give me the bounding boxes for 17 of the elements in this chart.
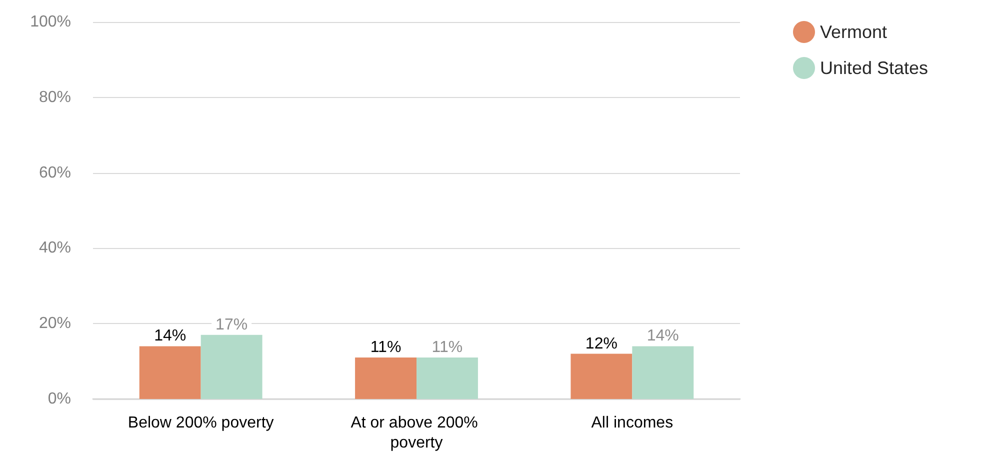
legend-label: United States: [820, 58, 928, 78]
y-tick-label: 40%: [38, 240, 71, 257]
x-tick-label: Below 200% poverty: [128, 414, 274, 432]
data-label: 17%: [216, 316, 248, 334]
y-tick-label: 60%: [38, 164, 71, 182]
data-label: 12%: [585, 335, 618, 352]
y-tick-label: 80%: [38, 88, 71, 106]
y-tick-label: 100%: [30, 14, 71, 30]
data-label: 11%: [370, 339, 402, 356]
legend-label: Vermont: [820, 22, 888, 42]
data-label: 14%: [154, 328, 186, 345]
y-tick-label: 0%: [48, 390, 71, 408]
x-tick-label: At or above 200% poverty: [350, 414, 482, 452]
y-tick-label: 20%: [38, 315, 71, 332]
x-tick-label: All incomes: [591, 414, 674, 432]
data-label: 14%: [646, 328, 679, 345]
data-label: 11%: [432, 339, 463, 356]
